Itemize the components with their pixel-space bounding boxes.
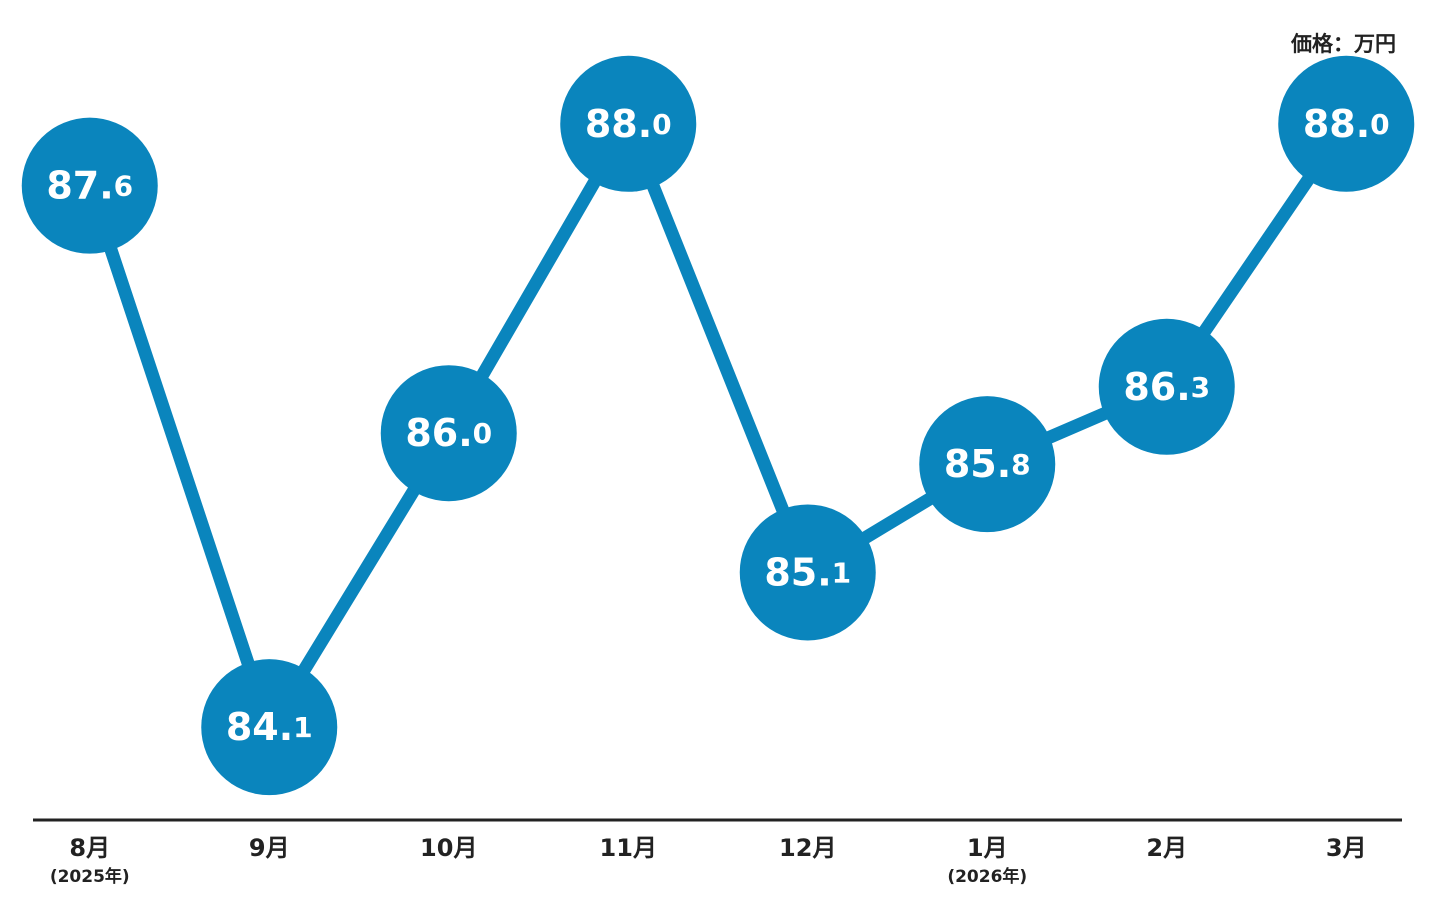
value-label: 85.1 xyxy=(764,550,851,594)
x-tick-label: 2月 xyxy=(1146,834,1187,862)
x-tick-label: 8月 xyxy=(69,834,110,862)
value-label: 85.8 xyxy=(944,442,1031,486)
point xyxy=(21,117,158,254)
x-tick-label: 9月 xyxy=(249,834,290,862)
x-tick-note: (2025年) xyxy=(50,866,130,887)
unit-label: 価格：万円 xyxy=(1290,32,1396,56)
point xyxy=(739,504,876,641)
x-tick-note: (2026年) xyxy=(947,866,1027,887)
point xyxy=(560,55,697,192)
value-label: 88.0 xyxy=(1303,101,1390,145)
x-tick-label: 10月 xyxy=(420,834,477,862)
point xyxy=(1278,55,1415,192)
x-tick-label: 3月 xyxy=(1326,834,1367,862)
point xyxy=(919,396,1056,533)
value-label: 84.1 xyxy=(226,705,313,749)
value-label: 88.0 xyxy=(585,101,672,145)
x-tick-label: 1月 xyxy=(967,834,1008,862)
value-label: 87.6 xyxy=(46,163,133,207)
point xyxy=(380,365,517,502)
value-label: 86.0 xyxy=(405,411,492,455)
point xyxy=(201,659,338,796)
x-tick-label: 12月 xyxy=(779,834,836,862)
value-label: 86.3 xyxy=(1123,364,1210,408)
point xyxy=(1098,318,1235,455)
x-tick-label: 11月 xyxy=(600,834,657,862)
